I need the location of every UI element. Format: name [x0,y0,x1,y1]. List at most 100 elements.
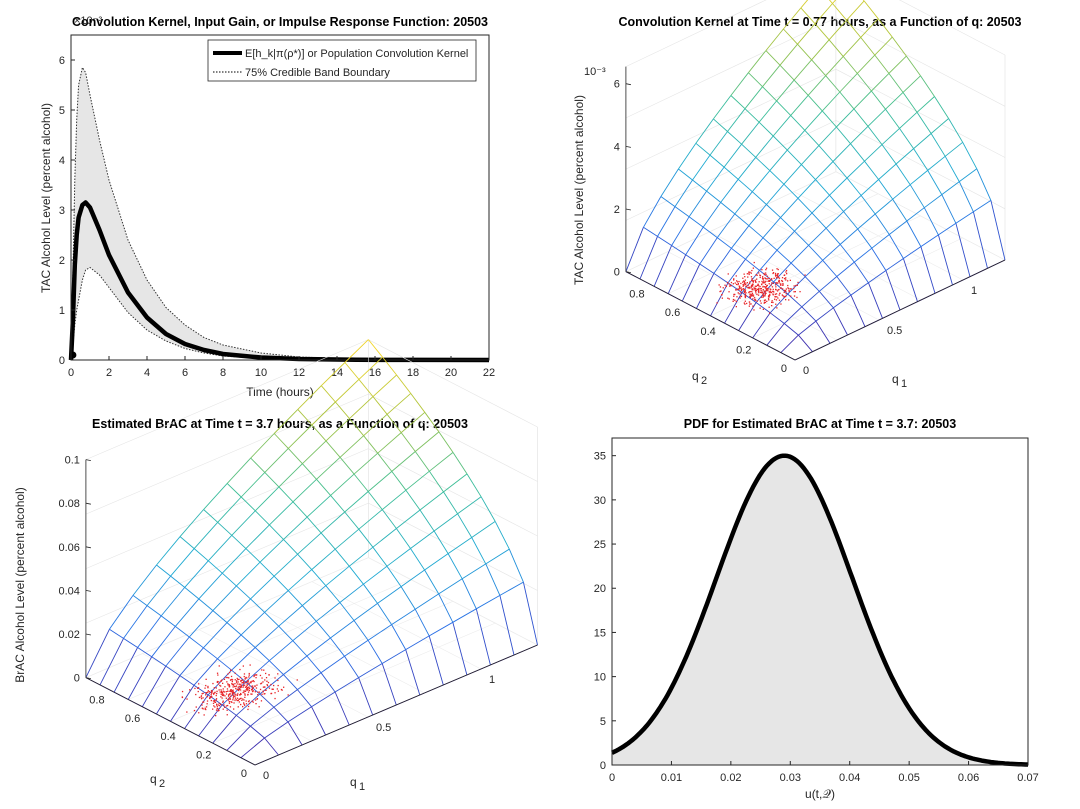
posterior-sample-dot [770,284,772,286]
posterior-sample-dot [274,697,276,700]
surface-mesh-line [741,121,760,145]
surface-mesh-line [762,237,778,251]
posterior-sample-dot [277,684,279,687]
posterior-sample-dot [735,300,737,302]
surface-mesh-line [476,595,501,610]
posterior-sample-dot [776,296,778,298]
z-tick-label: 0 [614,267,620,279]
posterior-sample-dot [206,696,209,698]
surface-mesh-line [814,3,833,24]
posterior-sample-dot [223,678,226,680]
surface-mesh-line [752,312,771,339]
posterior-sample-dot [198,712,200,714]
surface-mesh-line [203,509,219,523]
surface-mesh-line [325,418,350,442]
surface-mesh-line [278,486,294,503]
posterior-sample-dot [235,681,238,683]
posterior-sample-dot [757,294,760,296]
posterior-sample-dot [760,302,762,304]
posterior-sample-dot [787,287,789,289]
surface-mesh-line [414,451,430,472]
surface-mesh-line [315,621,331,639]
posterior-sample-dot [239,698,241,700]
surface-mesh-line [174,598,200,627]
surface-mesh-line [297,672,322,690]
surface-mesh-line [353,603,378,621]
surface-mesh-line [165,665,181,676]
posterior-sample-dot [218,709,220,712]
surface-mesh-line [765,50,781,66]
posterior-sample-dot [793,285,795,287]
kernel-y-exponent: ×10⁻³ [74,15,102,27]
surface-mesh-line [860,18,879,38]
posterior-sample-dot [776,282,778,284]
surface-mesh-line [657,206,676,237]
posterior-sample-dot [218,689,220,691]
posterior-sample-dot [234,694,236,696]
surface1-axes: 0 0.5 1 0 0.2 0.4 0.6 0.8 0 2 4 6 [614,0,1006,377]
posterior-sample-dot [721,294,723,296]
surface-mesh-line [132,595,148,606]
surface-mesh-line [184,560,209,588]
surface-mesh-line [396,374,412,394]
surface-mesh-line [302,585,327,606]
posterior-sample-dot [718,284,720,286]
posterior-sample-dot [778,277,781,279]
surface-mesh-line [765,28,784,51]
pdf-curve [611,453,1028,767]
surface-mesh-line [193,522,219,549]
posterior-sample-dot [785,269,788,272]
surface-mesh-line [860,37,876,56]
posterior-sample-dot [763,302,765,304]
surface-mesh-line [339,435,364,458]
posterior-sample-dot [252,680,254,682]
posterior-sample-dot [246,677,248,679]
surface-mesh-line [428,635,444,686]
posterior-sample-dot [768,295,770,298]
posterior-sample-dot [789,279,791,281]
panel-pdf: PDF for Estimated BrAC at Time t = 3.7: … [594,417,1039,801]
posterior-sample-dot [245,676,247,679]
posterior-sample-dot [198,683,200,685]
posterior-sample-dot [235,686,237,688]
posterior-sample-dot [260,683,262,685]
surface-mesh-line [702,202,722,228]
posterior-sample-dot [785,299,787,301]
posterior-sample-dot [768,277,770,279]
posterior-sample-dot [756,293,758,296]
surface-mesh-line [396,528,411,549]
posterior-sample-dot [270,692,273,695]
surface-mesh-line [766,323,785,346]
posterior-sample-dot [240,686,242,688]
surface-mesh-line [874,36,893,56]
posterior-sample-dot [200,696,202,698]
surface-mesh-line [278,463,303,488]
surface-mesh-line [948,118,964,143]
posterior-sample-dot [737,288,739,290]
q1-tick-label: 0 [263,770,269,782]
surface-mesh-line [766,204,781,218]
surface-mesh-line [316,479,331,496]
posterior-sample-dot [225,705,228,707]
surface-mesh-line [860,179,879,196]
posterior-sample-dot [778,279,780,282]
surface-mesh-line [990,200,1006,261]
posterior-sample-dot [752,298,754,300]
x-tick-label: 0.02 [720,772,741,784]
posterior-sample-dot [247,688,249,690]
posterior-sample-dot [772,272,774,275]
posterior-sample-dot [735,275,737,277]
posterior-sample-dot [230,675,233,678]
posterior-sample-dot [745,285,747,287]
posterior-sample-dot [752,294,754,296]
surface-mesh-line [330,637,345,657]
surface-mesh-line [245,660,270,683]
x-tick-label: 0.05 [898,772,919,784]
posterior-sample-dot [249,681,252,683]
z-tick-label: 2 [614,204,620,216]
surface-mesh-line [381,509,397,529]
pdf-area [611,453,1028,767]
surface-mesh-line [885,270,901,311]
posterior-sample-dot [765,290,767,292]
surface-mesh-line [447,553,463,580]
